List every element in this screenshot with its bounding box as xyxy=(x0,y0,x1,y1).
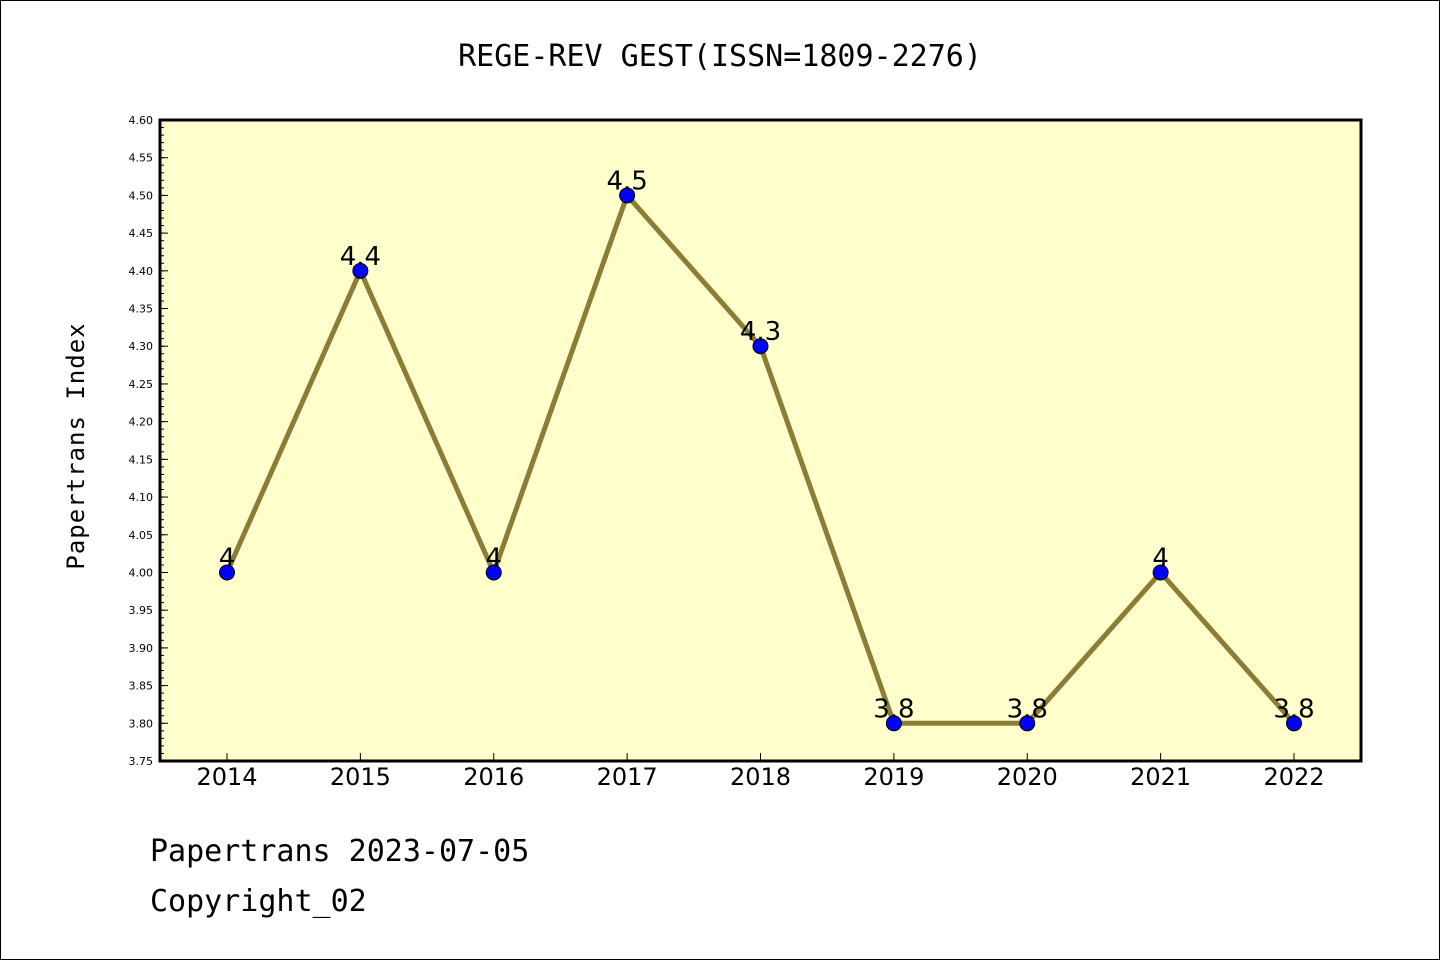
data-label: 4 xyxy=(219,543,236,573)
data-label: 3.8 xyxy=(873,694,914,724)
x-tick-label: 2014 xyxy=(196,763,257,791)
y-tick-label: 4.45 xyxy=(129,227,154,240)
y-tick-label: 4.50 xyxy=(129,189,154,202)
y-tick-label: 4.15 xyxy=(129,453,154,466)
data-label: 4 xyxy=(1152,543,1169,573)
series-group: 4 4.4 4 4.5 4.3 3.8 3.8 4 3.8 xyxy=(219,166,1315,732)
data-point xyxy=(752,338,769,355)
y-tick-label: 4.00 xyxy=(129,566,154,579)
x-tick-label: 2021 xyxy=(1130,763,1191,791)
data-point xyxy=(219,564,235,581)
y-tick-label: 4.35 xyxy=(129,303,154,316)
x-axis: 2014 2015 2016 2017 2018 2019 2020 2021 2022 xyxy=(196,753,1325,791)
y-tick-label: 4.10 xyxy=(129,491,154,504)
footer-copyright: Copyright_02 xyxy=(150,884,367,919)
x-tick-label: 2018 xyxy=(730,763,791,791)
data-label: 4 xyxy=(485,543,502,573)
y-tick-label: 4.40 xyxy=(129,265,154,278)
y-tick-label: 3.85 xyxy=(129,680,154,693)
y-tick-label: 4.60 xyxy=(129,114,154,127)
data-point xyxy=(619,187,636,204)
data-point xyxy=(485,564,502,581)
data-label: 4.3 xyxy=(740,317,781,347)
x-tick-label: 2022 xyxy=(1263,763,1324,791)
x-tick-label: 2020 xyxy=(997,763,1058,791)
footer-date: Papertrans 2023-07-05 xyxy=(150,834,530,869)
data-label: 4.5 xyxy=(606,166,647,196)
data-point xyxy=(1019,715,1036,732)
y-tick-label: 3.90 xyxy=(129,642,154,655)
y-tick-label: 4.30 xyxy=(129,340,154,353)
y-tick-label: 3.75 xyxy=(129,755,154,768)
y-tick-label: 3.80 xyxy=(129,717,154,730)
data-label: 3.8 xyxy=(1273,694,1314,724)
y-tick-label: 4.55 xyxy=(129,152,154,165)
data-point xyxy=(1152,564,1169,581)
y-tick-label: 3.95 xyxy=(129,604,154,617)
data-label: 3.8 xyxy=(1007,694,1048,724)
plot-border xyxy=(158,118,1363,763)
x-tick-label: 2017 xyxy=(597,763,658,791)
y-tick-label: 4.20 xyxy=(129,416,154,429)
data-point xyxy=(1286,715,1302,732)
data-label: 4.4 xyxy=(340,242,381,272)
x-tick-label: 2015 xyxy=(330,763,391,791)
plot-area xyxy=(160,120,1361,761)
data-point xyxy=(352,262,369,279)
y-tick-label: 4.25 xyxy=(129,378,154,391)
x-tick-label: 2019 xyxy=(863,763,924,791)
data-point xyxy=(885,715,902,732)
y-tick-label: 4.05 xyxy=(129,529,154,542)
x-tick-label: 2016 xyxy=(463,763,524,791)
chart-title: REGE-REV GEST(ISSN=1809-2276) xyxy=(458,39,982,74)
y-axis-label: Papertrans Index xyxy=(62,322,90,569)
